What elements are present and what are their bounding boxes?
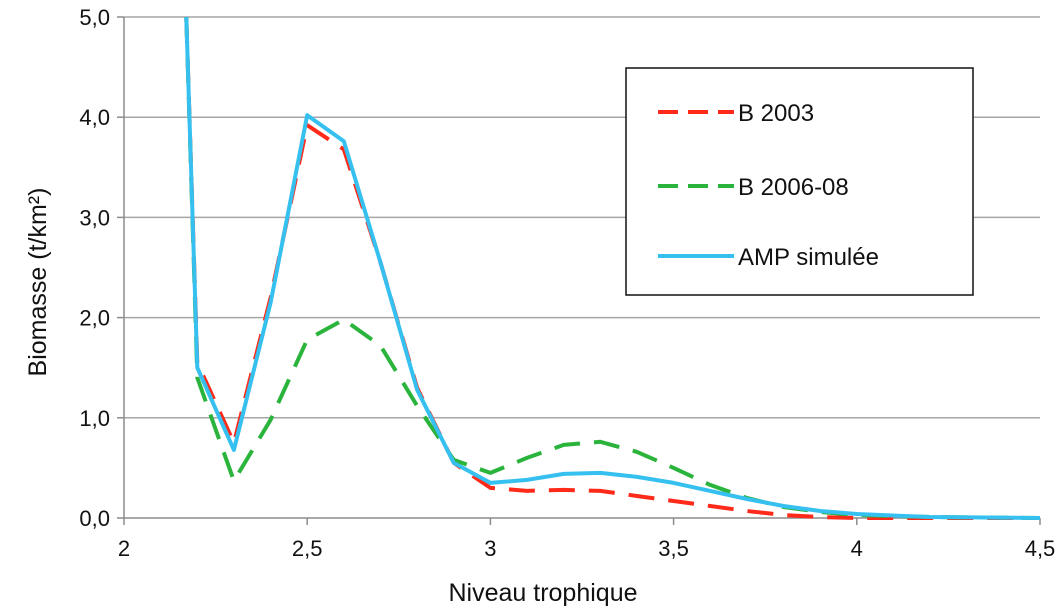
y-tick-label: 4,0 <box>79 105 110 130</box>
x-tick-label: 3 <box>484 536 496 561</box>
x-tick-label: 4 <box>851 536 863 561</box>
x-axis-title: Niveau trophique <box>448 579 637 607</box>
legend-label-amp-simul-e: AMP simulée <box>738 244 879 271</box>
y-tick-label: 1,0 <box>79 406 110 431</box>
x-tick-label: 2,5 <box>292 536 323 561</box>
x-tick-label: 4,5 <box>1025 536 1056 561</box>
y-tick-label: 2,0 <box>79 306 110 331</box>
x-tick-label: 3,5 <box>658 536 689 561</box>
y-tick-label: 3,0 <box>79 205 110 230</box>
legend-label-b-2003: B 2003 <box>738 100 814 127</box>
y-tick-label: 5,0 <box>79 5 110 30</box>
y-axis-title: Biomasse (t/km²) <box>24 188 52 377</box>
y-tick-label: 0,0 <box>79 506 110 531</box>
series-layer <box>184 16 1041 520</box>
series-line-amp-simul-e <box>184 16 1041 520</box>
legend: B 2003 B 2006-08 AMP simulée <box>625 67 974 296</box>
legend-label-b-2006-08: B 2006-08 <box>738 174 849 201</box>
x-tick-label: 2 <box>118 536 130 561</box>
axes-layer: 0,0 1,0 2,0 3,0 4,0 5,0 2 2,5 3 3,5 4 4,5 <box>79 5 1055 561</box>
